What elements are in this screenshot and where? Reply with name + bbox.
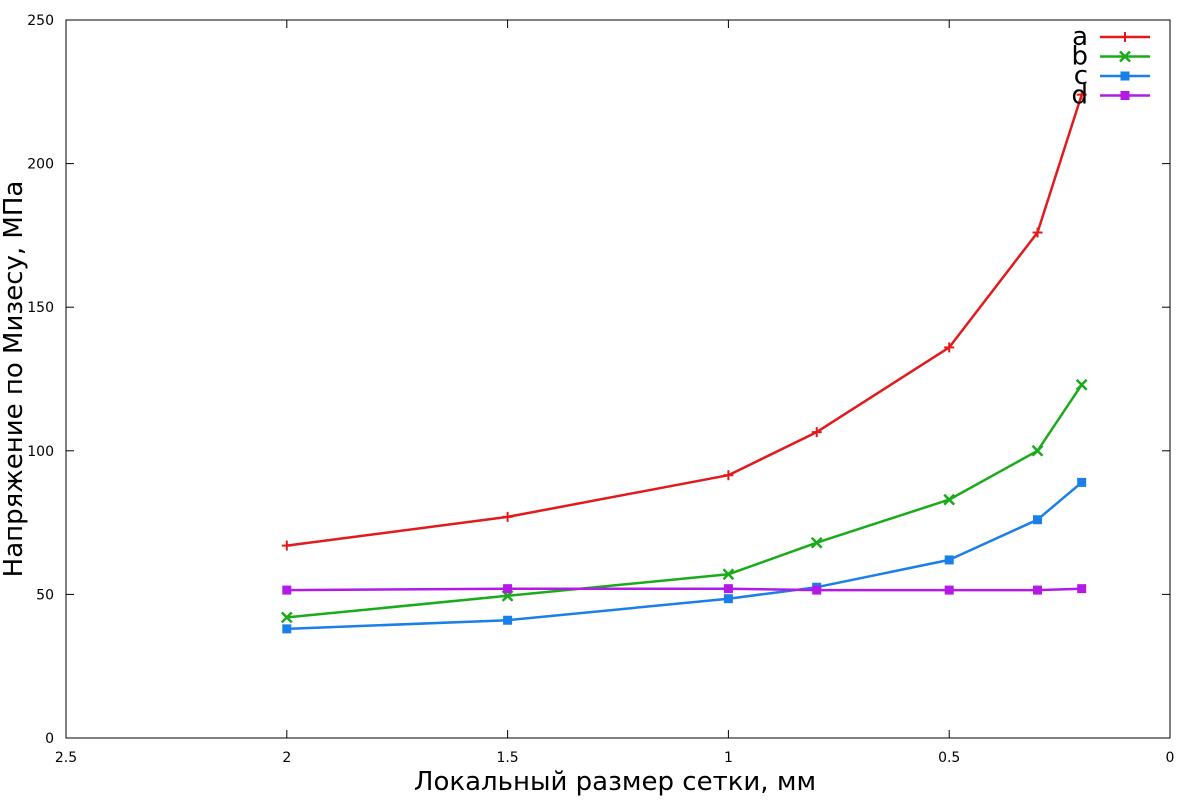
series-b-point [810, 536, 823, 549]
y-axis-title: Напряжение по Мизесу, МПа [0, 181, 29, 578]
y-tick-label: 200 [27, 157, 54, 173]
series-d-line [286, 587, 1082, 592]
series-c [282, 477, 1087, 634]
series-a-point [1076, 89, 1087, 100]
series-d-point [723, 584, 733, 594]
series-c-point [723, 594, 733, 604]
series-d-point [944, 585, 954, 595]
legend-marker-a [1120, 32, 1130, 42]
series-b-point [1075, 378, 1088, 391]
series-c-point [944, 555, 954, 565]
series-a [281, 89, 1087, 551]
legend-label-c: c [1074, 61, 1088, 91]
series-d-point [503, 584, 513, 594]
legend-label-d: d [1071, 81, 1088, 111]
y-tick-label: 250 [27, 13, 54, 29]
y-tick-label: 150 [27, 300, 54, 316]
x-tick-label: 1.5 [496, 750, 518, 766]
series-a-point [281, 540, 292, 551]
series-a-point [723, 470, 734, 481]
series-a-point [811, 427, 822, 438]
y-tick-label: 50 [36, 587, 54, 603]
series-a-point [502, 511, 513, 522]
series-b-point [722, 568, 735, 581]
axis-ticks: 2.5 2 1.5 1 0.5 0 0 50 100 150 200 250 [27, 13, 1174, 766]
series-b-point [943, 493, 956, 506]
series-a-point [1032, 227, 1043, 238]
x-tick-label: 0 [1166, 750, 1175, 766]
series-d-point [812, 585, 822, 595]
series-b-point [280, 611, 293, 624]
series-b-point [1031, 444, 1044, 457]
legend-label-b: b [1071, 42, 1088, 72]
series-c-point [503, 615, 513, 625]
series-a-point [944, 342, 955, 353]
legend-marker-c [1120, 71, 1130, 81]
series-c-point [1077, 477, 1087, 487]
series-d [282, 584, 1087, 595]
series-d-point [1033, 585, 1043, 595]
series-d-point [1077, 584, 1087, 594]
series-b [280, 378, 1088, 624]
legend-marker-b [1119, 50, 1131, 63]
series-d-point [282, 585, 292, 595]
series-b-line [286, 384, 1083, 619]
series-c-point [282, 624, 292, 634]
x-tick-label: 2.5 [55, 750, 77, 766]
series-a-line [286, 94, 1083, 547]
x-tick-label: 1 [724, 750, 733, 766]
series-c-point [1033, 515, 1043, 525]
legend-label-a: a [1072, 22, 1088, 52]
legend-marker-d [1120, 91, 1130, 100]
y-tick-label: 100 [27, 444, 54, 460]
y-tick-label: 0 [45, 731, 54, 747]
x-tick-label: 2 [282, 750, 291, 766]
plot-frame [65, 19, 1171, 739]
x-axis-title: Локальный размер сетки, мм [414, 767, 816, 797]
x-tick-label: 0.5 [938, 750, 960, 766]
series-layer [280, 89, 1088, 634]
